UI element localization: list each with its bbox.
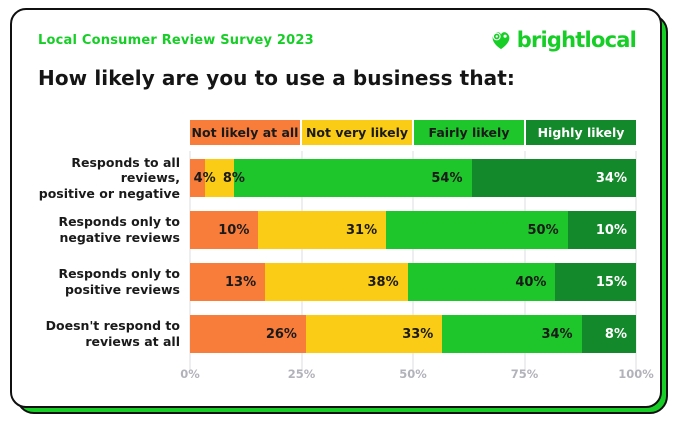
bar-segment-fairly-likely: 40% bbox=[407, 263, 556, 301]
gridline-75 bbox=[524, 151, 525, 371]
chart-legend: Not likely at all Not very likely Fairly l… bbox=[190, 120, 636, 145]
chart-title: How likely are you to use a business tha… bbox=[38, 66, 516, 90]
chart-row-1: Responds to all reviews, positive or nega… bbox=[38, 155, 636, 201]
x-axis: 0% 25% 50% 75% 100% bbox=[180, 367, 654, 387]
chart-row-3: Responds only to positive reviews 13% 38% 40… bbox=[38, 263, 636, 301]
legend-item-highly-likely: Highly likely bbox=[526, 120, 636, 145]
bar-segment-highly-likely: 34% bbox=[471, 159, 636, 197]
plot-area: Responds to all reviews, positive or nega… bbox=[38, 151, 654, 387]
category-label: Responds only to negative reviews bbox=[58, 214, 180, 245]
segment-value-label: 34% bbox=[541, 326, 573, 342]
stacked-bar: 10% 31% 50% 10% bbox=[190, 211, 636, 249]
segment-value-label: 4% bbox=[193, 170, 216, 186]
bar-segment-not-very-likely: 31% bbox=[258, 211, 387, 249]
axis-tick-label-75: 75% bbox=[510, 367, 539, 381]
axis-tick-label-25: 25% bbox=[287, 367, 316, 381]
segment-value-label: 33% bbox=[402, 326, 434, 342]
axis-tick-label-100: 100% bbox=[618, 367, 654, 381]
bar-segment-not-very-likely: 8% bbox=[204, 159, 245, 197]
legend-item-fairly-likely: Fairly likely bbox=[414, 120, 524, 145]
axis-tick-label-0: 0% bbox=[180, 367, 200, 381]
segment-value-label: 54% bbox=[431, 170, 463, 186]
gridline-100 bbox=[635, 151, 637, 371]
logo-wordmark: brightlocal bbox=[516, 28, 637, 52]
chart-row-4: Doesn't respond to reviews at all 26% 33% 34… bbox=[38, 315, 636, 353]
axis-tick-label-50: 50% bbox=[399, 367, 427, 381]
stacked-bar: 26% 33% 34% 8% bbox=[190, 315, 636, 353]
bar-segment-not-very-likely: 38% bbox=[265, 263, 408, 301]
segment-value-label: 34% bbox=[595, 170, 627, 186]
legend-item-not-likely-at-all: Not likely at all bbox=[190, 120, 300, 145]
bar-segment-not-likely-at-all: 13% bbox=[190, 263, 266, 301]
bar-segment-fairly-likely: 50% bbox=[386, 211, 568, 249]
chart-row-2: Responds only to negative reviews 10% 31% 50… bbox=[38, 211, 636, 249]
segment-value-label: 50% bbox=[527, 222, 559, 238]
segment-value-label: 10% bbox=[218, 222, 250, 238]
segment-value-label: 8% bbox=[604, 326, 627, 342]
segment-value-label: 26% bbox=[265, 326, 297, 342]
stacked-bar: 13% 38% 40% 15% bbox=[190, 263, 636, 301]
brightlocal-logo: brightlocal bbox=[489, 28, 637, 52]
stacked-bar-chart: Not likely at all Not very likely Fairly l… bbox=[38, 120, 654, 387]
bar-segment-not-likely-at-all: 10% bbox=[190, 211, 259, 249]
bar-segment-not-very-likely: 33% bbox=[305, 315, 443, 353]
bar-segment-highly-likely: 8% bbox=[581, 315, 636, 353]
bar-segment-not-likely-at-all: 26% bbox=[190, 315, 306, 353]
category-label: Doesn't respond to reviews at all bbox=[45, 318, 180, 349]
gridlines bbox=[189, 151, 637, 371]
segment-value-label: 13% bbox=[225, 274, 257, 290]
gridline-0 bbox=[189, 151, 191, 371]
card-header: Local Consumer Review Survey 2023 bright… bbox=[38, 28, 637, 52]
segment-value-label: 40% bbox=[515, 274, 547, 290]
bar-segment-fairly-likely: 34% bbox=[442, 315, 582, 353]
bar-segment-highly-likely: 15% bbox=[555, 263, 636, 301]
stacked-bar: 4% 8% 54% 34% bbox=[190, 159, 636, 197]
gridline-25 bbox=[301, 151, 302, 371]
segment-value-label: 31% bbox=[346, 222, 378, 238]
chart-card: Local Consumer Review Survey 2023 bright… bbox=[10, 8, 662, 408]
heart-pin-icon bbox=[489, 29, 513, 51]
segment-value-label: 10% bbox=[595, 222, 627, 238]
gridline-50 bbox=[412, 151, 414, 371]
bar-segment-fairly-likely: 54% bbox=[233, 159, 472, 197]
segment-value-label: 38% bbox=[367, 274, 399, 290]
bar-segment-highly-likely: 10% bbox=[567, 211, 636, 249]
survey-label: Local Consumer Review Survey 2023 bbox=[38, 32, 314, 48]
segment-value-label: 15% bbox=[595, 274, 627, 290]
bar-segment-not-likely-at-all: 4% bbox=[190, 159, 216, 197]
category-label: Responds only to positive reviews bbox=[58, 266, 180, 297]
segment-value-label: 8% bbox=[222, 170, 245, 186]
legend-item-not-very-likely: Not very likely bbox=[302, 120, 412, 145]
category-label: Responds to all reviews, positive or nega… bbox=[38, 154, 180, 201]
